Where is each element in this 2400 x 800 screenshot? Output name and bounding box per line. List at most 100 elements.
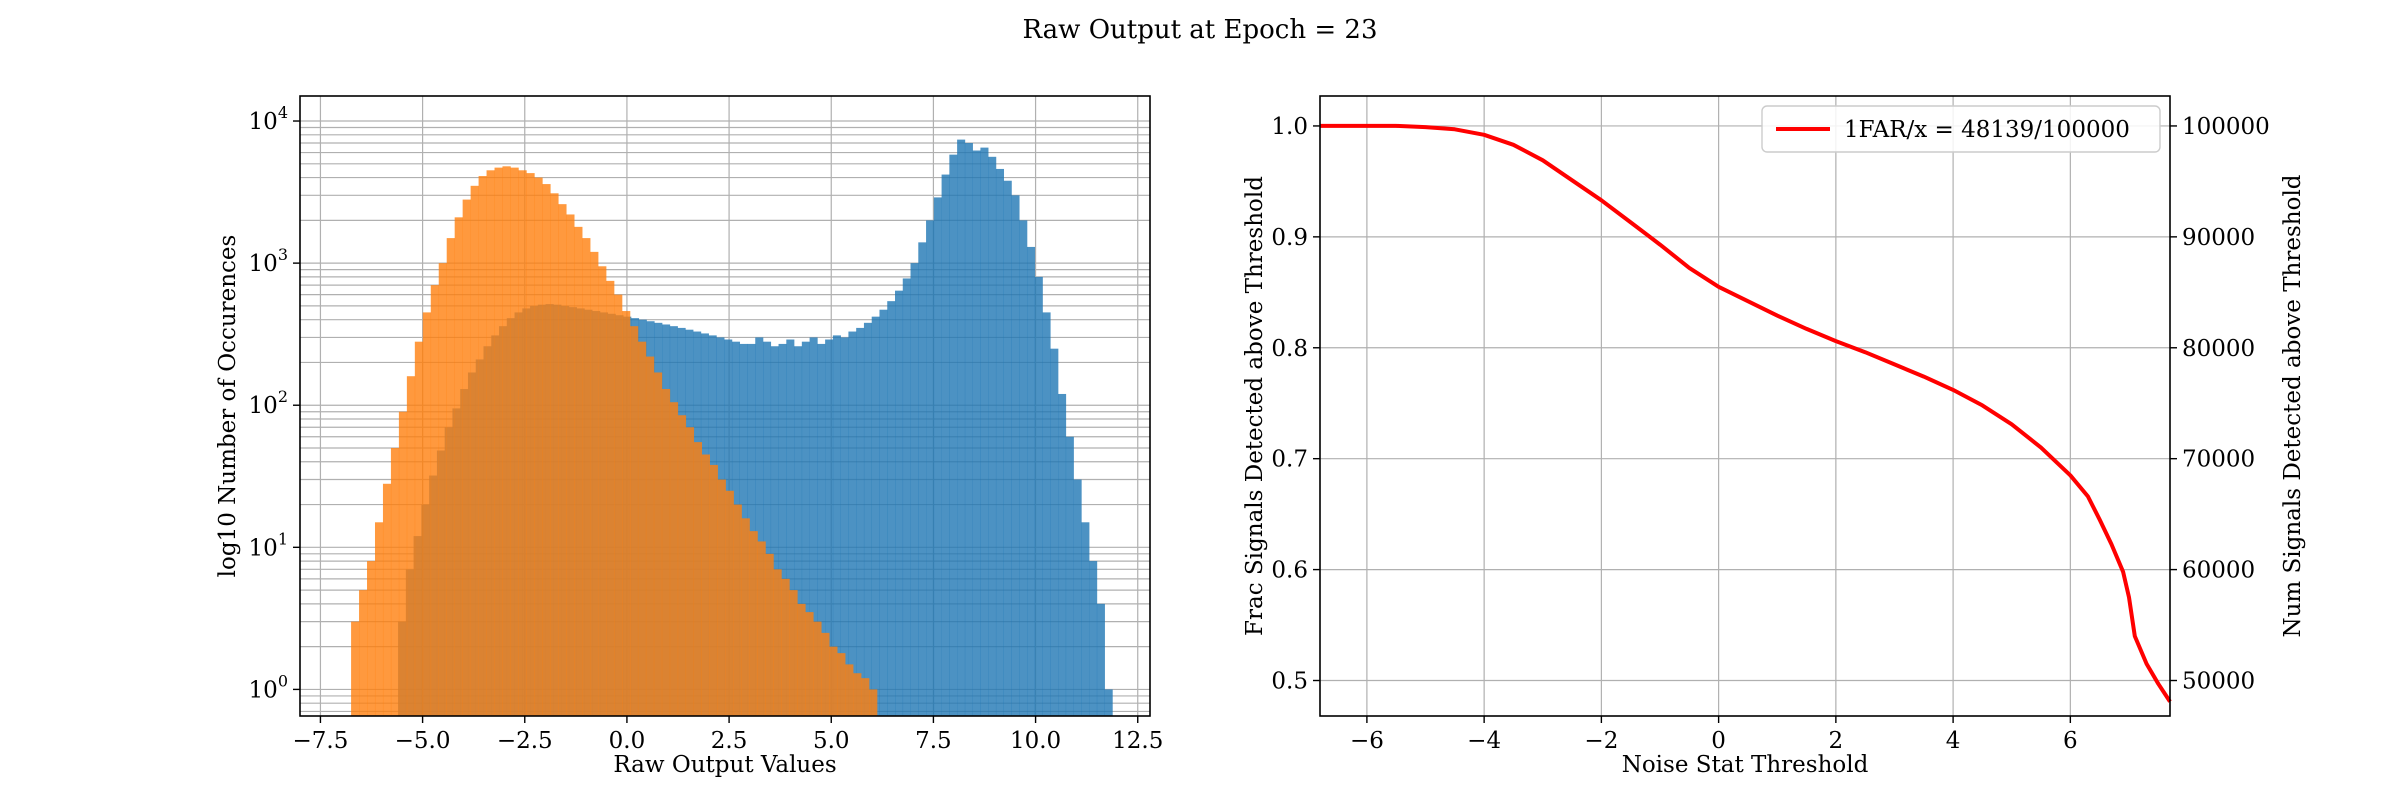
y-tick-label: 103 — [249, 245, 288, 277]
histogram-bar — [526, 173, 535, 716]
histogram-bar — [813, 621, 822, 716]
y-right-tick-label: 100000 — [2182, 114, 2270, 140]
histogram-bar — [1026, 246, 1036, 716]
histogram-bar — [406, 376, 416, 716]
histogram-bar — [359, 590, 368, 716]
x-tick-label: 5.0 — [813, 728, 850, 754]
histogram-bar — [725, 490, 734, 716]
x-tick-label: 10.0 — [1010, 728, 1061, 754]
histogram-bar — [502, 166, 511, 716]
histogram-bar — [717, 479, 726, 716]
histogram-bar — [614, 294, 623, 716]
histogram-bar — [770, 346, 779, 716]
detection-curve-line — [1320, 123, 2172, 703]
histogram-bar — [518, 170, 527, 716]
histogram-bar — [781, 578, 790, 716]
histogram-bar — [832, 335, 841, 716]
y-tick-label: 104 — [249, 103, 288, 135]
histogram-bar — [1081, 522, 1090, 716]
y-tick-label: 101 — [249, 529, 288, 561]
y-tick-label: 0.8 — [1271, 336, 1308, 362]
histogram-bar — [438, 263, 448, 716]
histogram-bar — [797, 603, 806, 716]
histogram-bar — [661, 389, 671, 716]
histogram-bar — [566, 214, 575, 716]
histogram-bar — [414, 341, 424, 716]
histogram-bar — [677, 415, 687, 716]
x-tick-label: −4 — [1467, 728, 1501, 754]
histogram-bar — [645, 356, 655, 716]
histogram-bar — [918, 242, 927, 716]
histogram-bar — [829, 646, 838, 716]
histogram-bar — [933, 197, 942, 717]
plot-frame — [299, 95, 1151, 717]
histogram-bar — [853, 673, 862, 716]
histogram-bar — [1042, 312, 1051, 716]
y-axis-label: Frac Signals Detected above Threshold — [1242, 176, 1268, 636]
histogram-bar — [598, 266, 607, 716]
histogram-bar — [871, 316, 880, 716]
histogram-bar — [454, 217, 463, 716]
histogram-bar — [1104, 689, 1113, 716]
histogram-bar — [1096, 603, 1105, 716]
histogram-bar — [701, 454, 710, 716]
histogram-panel: −7.5 −5.0 −2.5 0.0 2.5 5.0 7.5 10.0 12.5 100 101 10… — [215, 95, 1163, 778]
histogram-bar — [845, 664, 854, 716]
x-tick-label: 2 — [1829, 728, 1844, 754]
histogram-bar — [1003, 180, 1012, 717]
histogram-bar — [825, 339, 834, 716]
y-tick-label: 0.7 — [1271, 447, 1308, 473]
histogram-bar — [510, 167, 519, 717]
x-tick-label: 4 — [1946, 728, 1961, 754]
legend-box — [1761, 105, 2161, 153]
histogram-bar — [653, 372, 663, 716]
histogram-bar — [486, 170, 495, 716]
histogram-bar — [430, 285, 440, 716]
histogram-bar — [542, 184, 551, 716]
histogram-bar — [637, 341, 647, 716]
histogram-bar — [863, 322, 873, 716]
histogram-bar — [895, 290, 904, 716]
histogram-bar — [709, 464, 718, 716]
x-tick-label: 0 — [1711, 728, 1726, 754]
histogram-bar — [773, 569, 782, 716]
histogram-bar — [995, 168, 1005, 716]
y-tick-label: 100 — [249, 671, 288, 703]
x-tick-label: 12.5 — [1112, 728, 1163, 754]
y-tick-label: 1.0 — [1271, 114, 1308, 140]
y-right-tick-label: 50000 — [2182, 669, 2255, 695]
histogram-bar — [494, 167, 503, 717]
histogram-bar — [470, 185, 479, 717]
histogram-bar — [949, 154, 958, 716]
y-right-tick-label: 80000 — [2182, 336, 2255, 362]
histogram-bar — [1050, 348, 1059, 716]
histogram-bar — [861, 678, 870, 716]
histogram-bar — [1065, 436, 1074, 716]
x-tick-label: −2 — [1584, 728, 1618, 754]
histogram-bar — [1089, 561, 1098, 716]
histogram-bar — [398, 411, 408, 716]
histogram-bar — [1073, 479, 1082, 716]
plot-frame — [1319, 95, 2171, 717]
histogram-bar — [964, 143, 973, 716]
x-tick-label: 7.5 — [915, 728, 952, 754]
histogram-bar — [367, 561, 376, 716]
x-axis-label: Raw Output Values — [613, 752, 836, 778]
figure-title: Raw Output at Epoch = 23 — [1023, 15, 1378, 45]
histogram-bar — [462, 199, 471, 716]
x-tick-label: 6 — [2063, 728, 2078, 754]
legend-label: 1FAR/x = 48139/100000 — [1844, 117, 2130, 143]
histogram-bar — [351, 621, 360, 716]
histogram-bar — [821, 632, 830, 716]
histogram-series-2 — [351, 166, 878, 717]
histogram-bar — [941, 174, 950, 717]
plot-area — [1320, 96, 2170, 716]
y-axis-label: log10 Number of Occurences — [215, 235, 241, 578]
histogram-bar — [789, 590, 798, 716]
histogram-bar — [879, 309, 888, 716]
histogram-bar — [794, 346, 803, 716]
histogram-bar — [755, 337, 764, 716]
histogram-bar — [669, 402, 679, 716]
histogram-bar — [629, 326, 639, 716]
